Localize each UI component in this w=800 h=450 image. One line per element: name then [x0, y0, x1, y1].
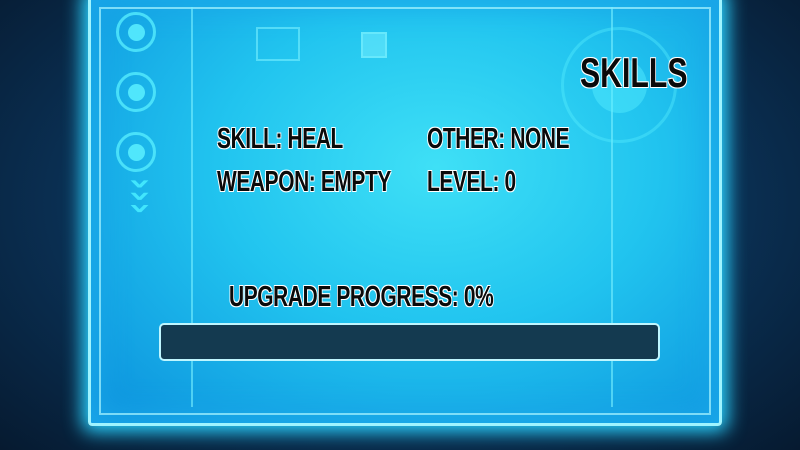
circuit-box	[256, 27, 300, 61]
circuit-line	[191, 7, 195, 407]
other-stat: OTHER: NONE	[427, 123, 570, 155]
node-icon	[116, 132, 156, 172]
panel-title: SKILLS	[580, 49, 688, 96]
node-icon	[116, 72, 156, 112]
circuit-box	[361, 32, 387, 58]
panel-inner-border	[99, 7, 711, 415]
upgrade-progress-bar	[159, 323, 660, 361]
level-stat: LEVEL: 0	[427, 166, 516, 198]
circuit-line	[611, 7, 615, 407]
weapon-stat: WEAPON: EMPTY	[217, 166, 391, 198]
upgrade-progress-label: UPGRADE PROGRESS: 0%	[229, 281, 494, 313]
decorative-ring	[561, 27, 677, 143]
node-icon	[116, 12, 156, 52]
chevron-down-icon: ›››	[117, 177, 163, 215]
skill-stat: SKILL: HEAL	[217, 123, 343, 155]
skills-panel: ››› SKILLS SKILL: HEAL OTHER: NONE WEAPO…	[88, 0, 722, 426]
